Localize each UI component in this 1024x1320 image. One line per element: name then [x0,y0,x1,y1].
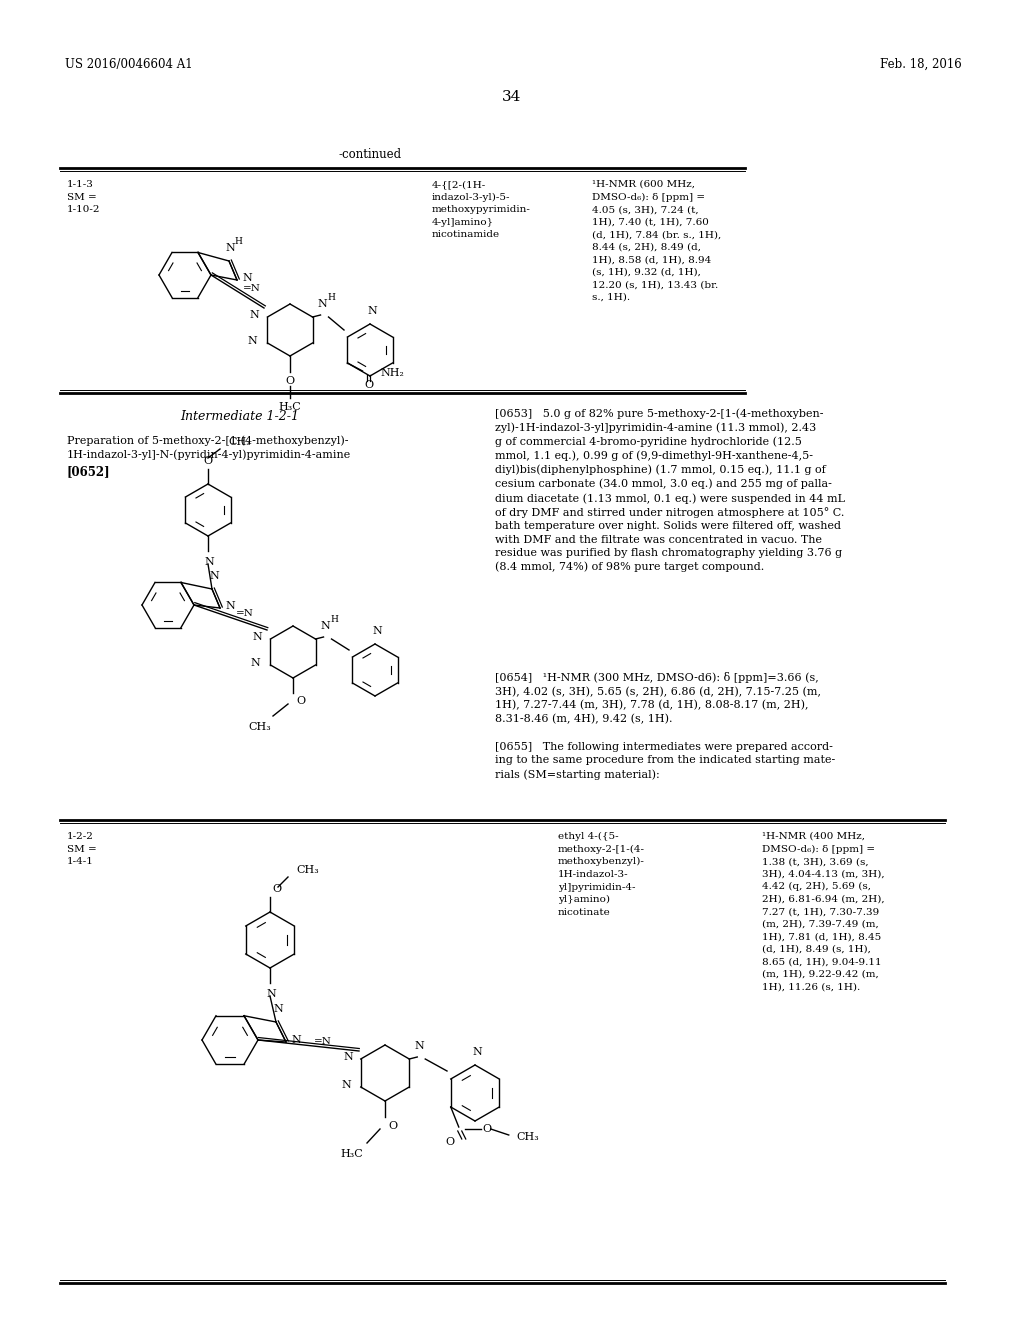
Text: N: N [273,1005,283,1014]
Text: ¹H-NMR (400 MHz,
DMSO-d₆): δ [ppm] =
1.38 (t, 3H), 3.69 (s,
3H), 4.04-4.13 (m, 3: ¹H-NMR (400 MHz, DMSO-d₆): δ [ppm] = 1.3… [762,832,885,991]
Text: ethyl 4-({5-
methoxy-2-[1-(4-
methoxybenzyl)-
1H-indazol-3-
yl]pyrimidin-4-
yl}a: ethyl 4-({5- methoxy-2-[1-(4- methoxyben… [558,832,645,916]
Text: =N: =N [313,1038,332,1045]
Text: H: H [234,238,242,246]
Text: O: O [296,696,305,706]
Text: [0653]   5.0 g of 82% pure 5-methoxy-2-[1-(4-methoxyben-
zyl)-1H-indazol-3-yl]py: [0653] 5.0 g of 82% pure 5-methoxy-2-[1-… [495,408,845,573]
Text: O: O [286,376,295,385]
Text: N: N [472,1047,482,1057]
Text: O: O [272,884,282,894]
Text: ¹H-NMR (600 MHz,
DMSO-d₆): δ [ppm] =
4.05 (s, 3H), 7.24 (t,
1H), 7.40 (t, 1H), 7: ¹H-NMR (600 MHz, DMSO-d₆): δ [ppm] = 4.0… [592,180,721,302]
Text: N: N [291,1035,301,1045]
Text: N: N [343,1052,352,1063]
Text: [0652]: [0652] [67,465,111,478]
Text: 34: 34 [503,90,521,104]
Text: US 2016/0046604 A1: US 2016/0046604 A1 [65,58,193,71]
Text: H: H [331,615,339,624]
Text: H₃C: H₃C [340,1148,362,1159]
Text: O: O [445,1137,455,1147]
Text: -continued: -continued [339,148,401,161]
Text: =N: =N [236,609,253,618]
Text: [0654]   ¹H-NMR (300 MHz, DMSO-d6): δ [ppm]=3.66 (s,
3H), 4.02 (s, 3H), 5.65 (s,: [0654] ¹H-NMR (300 MHz, DMSO-d6): δ [ppm… [495,672,821,725]
Text: N: N [368,306,377,315]
Text: N: N [225,243,234,253]
Text: N: N [250,310,259,319]
Text: N: N [248,337,257,346]
Text: N: N [225,601,234,611]
Text: H: H [328,293,336,302]
Text: CH₃: CH₃ [296,865,318,875]
Text: NH₂: NH₂ [381,368,404,378]
Text: N: N [317,300,328,309]
Text: N: N [204,557,214,568]
Text: H₃C: H₃C [279,403,301,412]
Text: N: N [251,657,260,668]
Text: O: O [388,1121,397,1131]
Text: 1-2-2
SM =
1-4-1: 1-2-2 SM = 1-4-1 [67,832,96,866]
Text: N: N [415,1041,424,1051]
Text: O: O [365,380,374,389]
Text: O: O [204,455,213,466]
Text: N: N [242,273,252,282]
Text: N: N [253,632,262,642]
Text: N: N [266,989,275,999]
Text: Intermediate 1-2-1: Intermediate 1-2-1 [180,411,299,422]
Text: Feb. 18, 2016: Feb. 18, 2016 [880,58,962,71]
Text: CH₃: CH₃ [228,437,251,447]
Text: Preparation of 5-methoxy-2-[1-(4-methoxybenzyl)-
1H-indazol-3-yl]-N-(pyridin-4-y: Preparation of 5-methoxy-2-[1-(4-methoxy… [67,436,351,459]
Text: 4-{[2-(1H-
indazol-3-yl)-5-
methoxypyrimidin-
4-yl]amino}
nicotinamide: 4-{[2-(1H- indazol-3-yl)-5- methoxypyrim… [432,180,530,239]
Text: [0655]   The following intermediates were prepared accord-
ing to the same proce: [0655] The following intermediates were … [495,742,836,780]
Text: N: N [209,572,219,581]
Text: O: O [482,1125,492,1134]
Text: N: N [341,1080,351,1090]
Text: CH₃: CH₃ [248,722,271,733]
Text: =N: =N [243,284,260,293]
Text: 1-1-3
SM =
1-10-2: 1-1-3 SM = 1-10-2 [67,180,100,214]
Text: N: N [372,626,382,636]
Text: N: N [321,620,331,631]
Text: CH₃: CH₃ [517,1133,540,1142]
